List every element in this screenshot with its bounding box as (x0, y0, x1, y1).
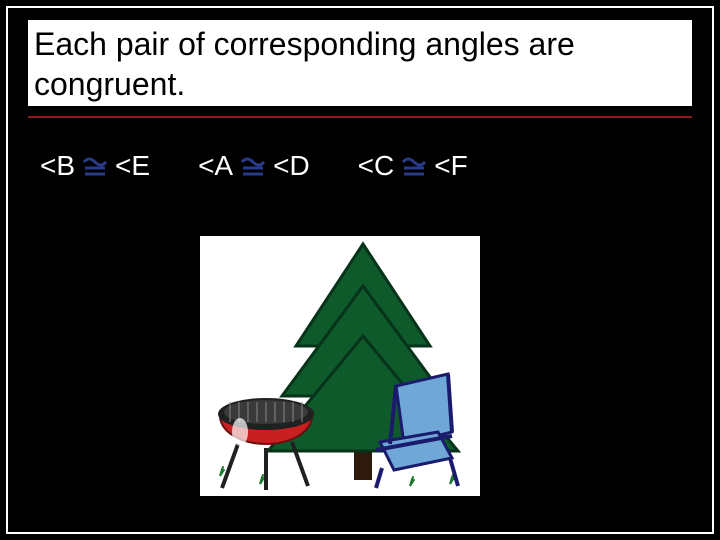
angle-pairs-row: <B <E <A <D <C (40, 150, 680, 182)
angle-pair-3: <C <F (358, 150, 468, 182)
angle-left-3: <C (358, 150, 395, 182)
angle-left-2: <A (198, 150, 233, 182)
angle-right-2: <D (273, 150, 310, 182)
congruent-icon (239, 152, 267, 180)
angle-right-1: <E (115, 150, 150, 182)
angle-left-1: <B (40, 150, 75, 182)
congruent-icon (81, 152, 109, 180)
angle-pair-2: <A <D (198, 150, 310, 182)
angle-pair-1: <B <E (40, 150, 150, 182)
title-underline (28, 116, 692, 118)
slide-title: Each pair of corresponding angles are co… (28, 20, 692, 106)
congruent-icon (400, 152, 428, 180)
camping-clipart (200, 236, 480, 496)
angle-right-3: <F (434, 150, 467, 182)
